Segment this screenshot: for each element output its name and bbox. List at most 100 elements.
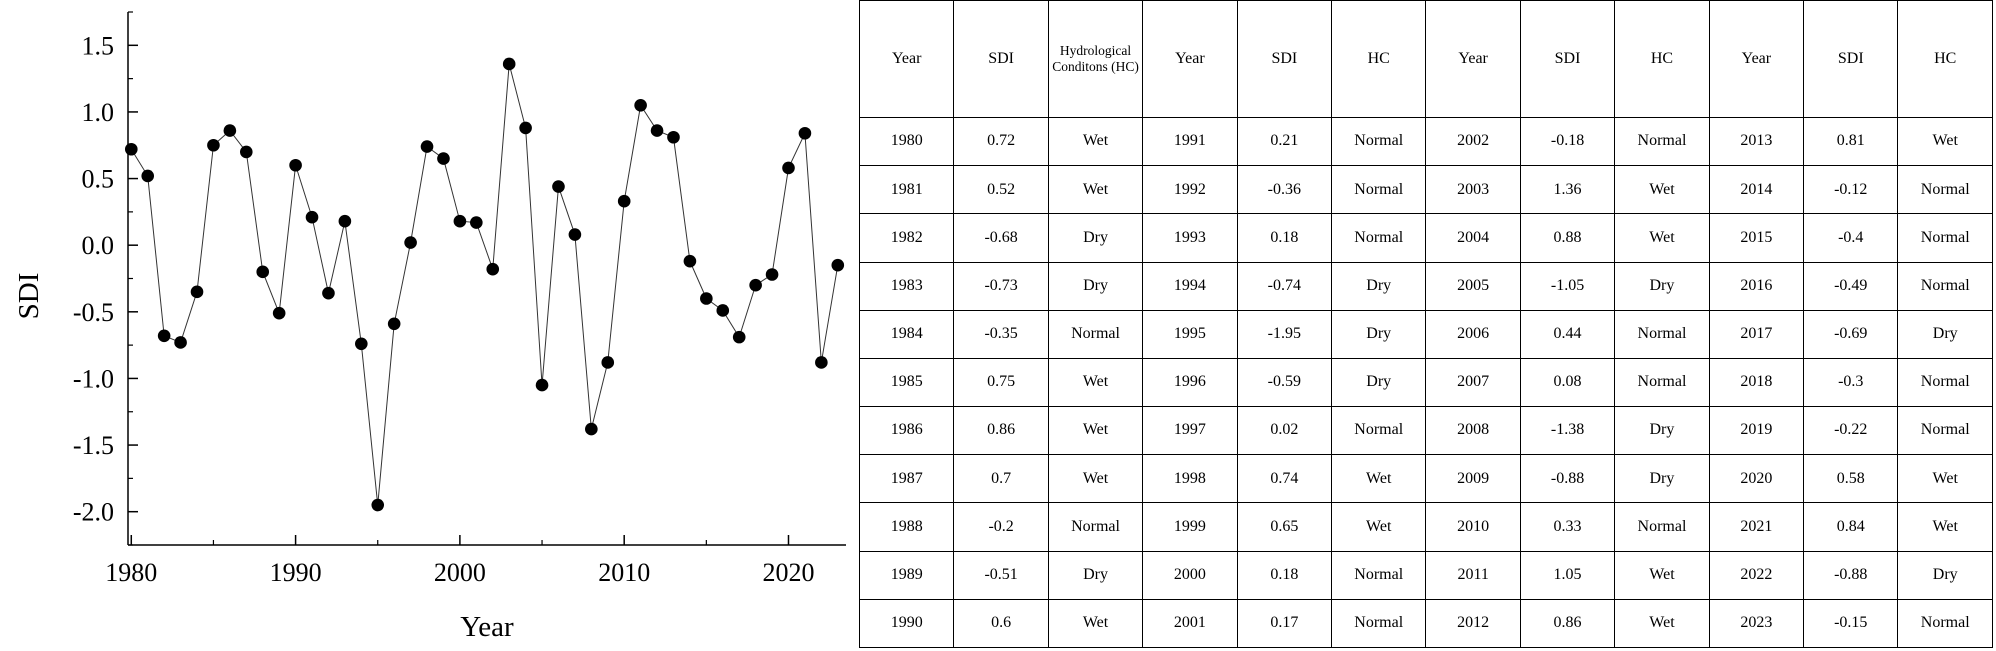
- table-cell: Normal: [1897, 165, 1993, 215]
- table-cell: -0.3: [1803, 357, 1899, 408]
- data-point: [157, 329, 171, 343]
- table-cell: -0.73: [953, 261, 1049, 311]
- table-cell: Dry: [1331, 261, 1427, 311]
- data-point: [387, 317, 401, 331]
- table-cell: Wet: [1047, 598, 1144, 649]
- data-point: [519, 121, 532, 135]
- table-cell: Wet: [1047, 454, 1144, 504]
- data-point: [174, 336, 187, 349]
- table-cell: Dry: [1614, 406, 1710, 456]
- table-cell: 0.44: [1519, 309, 1616, 359]
- header-hc-2: HC: [1331, 0, 1427, 118]
- table-cell: 2006: [1425, 309, 1521, 359]
- table-cell: Wet: [1897, 454, 1993, 504]
- table-row: 1982 -0.68 Dry 1993 0.18 Normal 2004 0.88 Wet 201…: [858, 213, 1993, 263]
- y-tick-label: 0.0: [82, 231, 115, 260]
- table-cell: 0.84: [1803, 502, 1899, 552]
- x-tick-label: 2020: [762, 558, 814, 587]
- table-row: 1986 0.86 Wet 1997 0.02 Normal 2008 -1.38 Dry 201…: [858, 406, 1993, 456]
- table-cell: Dry: [1047, 261, 1144, 311]
- table-cell: Normal: [1047, 309, 1144, 359]
- table-cell: -1.38: [1519, 406, 1616, 456]
- table-cell: Normal: [1897, 261, 1993, 311]
- table-cell: -0.4: [1803, 213, 1899, 263]
- table-cell: 0.65: [1236, 502, 1333, 552]
- table-cell: -0.88: [1803, 550, 1899, 600]
- table-header-row: Year SDI Hydrological Conditons (HC) Yea…: [858, 0, 1993, 118]
- table-cell: Normal: [1331, 165, 1427, 215]
- table-cell: Normal: [1331, 116, 1427, 167]
- data-point: [239, 145, 253, 159]
- table-cell: 1981: [858, 165, 955, 215]
- y-tick-label: -2.0: [73, 498, 114, 527]
- table-cell: 0.75: [953, 357, 1049, 408]
- data-point: [207, 138, 220, 152]
- series-layer: [124, 57, 845, 512]
- data-point: [453, 214, 467, 228]
- y-tick-label: 1.0: [82, 98, 115, 127]
- table-cell: -0.51: [953, 550, 1049, 600]
- data-point: [141, 169, 155, 183]
- data-point: [338, 214, 352, 228]
- x-tick-label: 2000: [434, 558, 486, 587]
- table-cell: 2005: [1425, 261, 1521, 311]
- x-tick-label: 1990: [270, 558, 322, 587]
- series-line: [130, 63, 839, 506]
- table-cell: Dry: [1047, 213, 1144, 263]
- table-cell: 2023: [1708, 598, 1805, 649]
- table-cell: Normal: [1897, 598, 1993, 649]
- table-cell: Normal: [1614, 116, 1710, 167]
- table-cell: -1.95: [1236, 309, 1333, 359]
- table-cell: 0.88: [1519, 213, 1616, 263]
- table-cell: 0.18: [1236, 550, 1333, 600]
- header-year-3: Year: [1425, 0, 1521, 118]
- table-cell: Wet: [1614, 550, 1710, 600]
- table-cell: Normal: [1614, 309, 1710, 359]
- data-point: [601, 356, 615, 369]
- table-cell: Dry: [1614, 261, 1710, 311]
- data-point: [256, 265, 270, 279]
- x-axis-label: Year: [460, 611, 514, 643]
- table-cell: -0.36: [1236, 165, 1333, 215]
- table-cell: Dry: [1331, 357, 1427, 408]
- table-cell: 0.52: [953, 165, 1049, 215]
- table-cell: 2012: [1425, 598, 1521, 649]
- table-cell: -0.88: [1519, 454, 1616, 504]
- table-cell: 0.81: [1803, 116, 1899, 167]
- data-point: [798, 126, 812, 140]
- table-cell: 0.18: [1236, 213, 1333, 263]
- table-cell: Wet: [1047, 165, 1144, 215]
- data-point: [650, 124, 664, 137]
- data-point: [535, 378, 549, 392]
- table-cell: Normal: [1897, 357, 1993, 408]
- data-point: [486, 262, 500, 276]
- table-cell: -0.15: [1803, 598, 1899, 649]
- table-cell: Normal: [1614, 357, 1710, 408]
- table-cell: 0.86: [1519, 598, 1616, 649]
- table-cell: 0.74: [1236, 454, 1333, 504]
- table-cell: Wet: [1047, 357, 1144, 408]
- data-point: [420, 140, 434, 153]
- table-cell: 0.58: [1803, 454, 1899, 504]
- table-row: 1980 0.72 Wet 1991 0.21 Normal 2002 -0.18 Normal…: [858, 116, 1993, 167]
- axes: 1.5 1.0 0.5 0.0 -0.5 -1.0 -1.5 -2.0 1980 1990 2000…: [73, 11, 846, 587]
- y-tick-label: -0.5: [73, 298, 114, 327]
- table-cell: 1987: [858, 454, 955, 504]
- table-cell: 0.02: [1236, 406, 1333, 456]
- data-point: [502, 57, 516, 71]
- y-axis-label: SDI: [13, 273, 45, 320]
- sdi-line-chart: 1.5 1.0 0.5 0.0 -0.5 -1.0 -1.5 -2.0 1980 1990 2000…: [0, 0, 860, 651]
- data-point: [470, 216, 483, 229]
- table-cell: 2003: [1425, 165, 1521, 215]
- table-cell: -0.2: [953, 502, 1049, 552]
- table-cell: 2000: [1142, 550, 1238, 600]
- sdi-table-panel: Year SDI Hydrological Conditons (HC) Yea…: [858, 0, 1996, 651]
- table-cell: Normal: [1331, 406, 1427, 456]
- y-tick-label: 1.5: [82, 31, 115, 60]
- y-tick-label: -1.0: [73, 364, 114, 393]
- table-cell: 1993: [1142, 213, 1238, 263]
- table-cell: 2020: [1708, 454, 1805, 504]
- data-point: [716, 304, 730, 317]
- data-point: [667, 130, 680, 144]
- data-point: [552, 180, 565, 193]
